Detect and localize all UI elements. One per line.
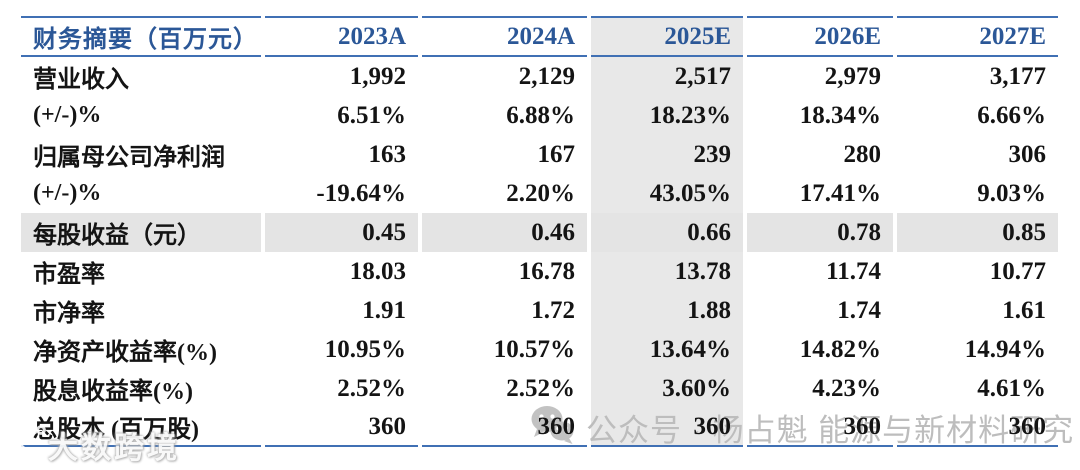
table-row: 市盈率 18.03 16.78 13.78 11.74 10.77	[21, 252, 1058, 291]
row-label: 市净率	[33, 301, 105, 327]
table-row: 营业收入 1,992 2,129 2,517 2,979 3,177	[21, 57, 1058, 96]
table-row: (+/-)% -19.64% 2.20% 43.05% 17.41% 9.03%	[21, 174, 1058, 213]
cell-value: 14.94%	[964, 335, 1046, 363]
row-label: 市盈率	[33, 262, 105, 288]
cell-value: 10.57%	[493, 335, 575, 363]
cell-value: 280	[843, 140, 882, 168]
cell-value: 18.34%	[799, 101, 881, 129]
cell-value: 3,177	[989, 62, 1046, 90]
cell-value: 17.41%	[799, 179, 881, 207]
column-header-2026E: 2026E	[747, 16, 893, 57]
cell-value: 239	[591, 135, 743, 174]
cell-value: 163	[368, 140, 407, 168]
cell-value: 4.23%	[812, 374, 881, 402]
cell-value: 4.61%	[977, 374, 1046, 402]
cell-value: 6.88%	[506, 101, 575, 129]
cell-value: 1.61	[1002, 296, 1046, 324]
table-row: 每股收益（元） 0.45 0.46 0.66 0.78 0.85	[21, 213, 1058, 252]
table-header-label: 财务摘要（百万元）	[21, 16, 261, 57]
cell-value: 360	[747, 408, 893, 447]
table-header: 财务摘要（百万元） 2023A 2024A 2025E 2026E 2027E	[21, 16, 1058, 57]
cell-value: 43.05%	[591, 174, 743, 213]
cell-value: 1.74	[837, 296, 881, 324]
cell-value: 9.03%	[977, 179, 1046, 207]
cell-value: 2.52%	[337, 374, 406, 402]
cell-value: 16.78	[518, 257, 575, 285]
cell-value: 14.82%	[799, 335, 881, 363]
table-row: (+/-)% 6.51% 6.88% 18.23% 18.34% 6.66%	[21, 96, 1058, 135]
cell-value: 3.60%	[591, 369, 743, 408]
table-row: 总股本 (百万股) 360 360 360 360 360	[21, 408, 1058, 447]
cell-value: 0.46	[422, 213, 587, 252]
cell-value: 2.20%	[506, 179, 575, 207]
row-label: 总股本 (百万股)	[21, 408, 261, 447]
table-header-row: 财务摘要（百万元） 2023A 2024A 2025E 2026E 2027E	[21, 16, 1058, 57]
cell-value: 0.85	[897, 213, 1058, 252]
cell-value: 360	[422, 408, 587, 447]
row-label: (+/-)%	[33, 180, 102, 206]
cell-value: 167	[537, 140, 576, 168]
cell-value: 360	[265, 408, 418, 447]
column-header-2025E: 2025E	[591, 16, 743, 57]
cell-value: 0.45	[265, 213, 418, 252]
table-body: 营业收入 1,992 2,129 2,517 2,979 3,177 (+/-)% 6.51%…	[21, 57, 1058, 447]
column-header-2024A: 2024A	[422, 16, 587, 57]
cell-value: 10.77	[989, 257, 1046, 285]
cell-value: 18.03	[349, 257, 406, 285]
cell-value: 0.78	[747, 213, 893, 252]
row-label: 股息收益率(%)	[33, 379, 193, 405]
cell-value: 306	[1008, 140, 1047, 168]
cell-value: 1.88	[591, 291, 743, 330]
table-row: 股息收益率(%) 2.52% 2.52% 3.60% 4.23% 4.61%	[21, 369, 1058, 408]
cell-value: 360	[897, 408, 1058, 447]
table-row: 净资产收益率(%) 10.95% 10.57% 13.64% 14.82% 14.94%	[21, 330, 1058, 369]
cell-value: 13.78	[591, 252, 743, 291]
cell-value: 6.51%	[337, 101, 406, 129]
table-row: 归属母公司净利润 163 167 239 280 306	[21, 135, 1058, 174]
cell-value: 2,979	[824, 62, 881, 90]
row-label: (+/-)%	[33, 102, 102, 128]
cell-value: 2.52%	[506, 374, 575, 402]
row-label: 每股收益（元）	[21, 213, 261, 252]
cell-value: 0.66	[591, 213, 743, 252]
cell-value: 10.95%	[324, 335, 406, 363]
cell-value: 6.66%	[977, 101, 1046, 129]
cell-value: -19.64%	[316, 179, 406, 207]
table-row: 市净率 1.91 1.72 1.88 1.74 1.61	[21, 291, 1058, 330]
column-header-2023A: 2023A	[265, 16, 418, 57]
cell-value: 1,992	[349, 62, 406, 90]
row-label: 净资产收益率(%)	[33, 340, 217, 366]
column-header-2027E: 2027E	[897, 16, 1058, 57]
cell-value: 1.91	[362, 296, 406, 324]
cell-value: 1.72	[531, 296, 575, 324]
cell-value: 18.23%	[591, 96, 743, 135]
row-label: 营业收入	[33, 67, 129, 93]
cell-value: 11.74	[826, 257, 881, 285]
cell-value: 13.64%	[591, 330, 743, 369]
cell-value: 360	[591, 408, 743, 447]
cell-value: 2,517	[591, 57, 743, 96]
cell-value: 2,129	[518, 62, 575, 90]
row-label: 归属母公司净利润	[33, 145, 225, 171]
financial-summary-table: 财务摘要（百万元） 2023A 2024A 2025E 2026E 2027E 营业收入 1…	[17, 16, 1062, 447]
